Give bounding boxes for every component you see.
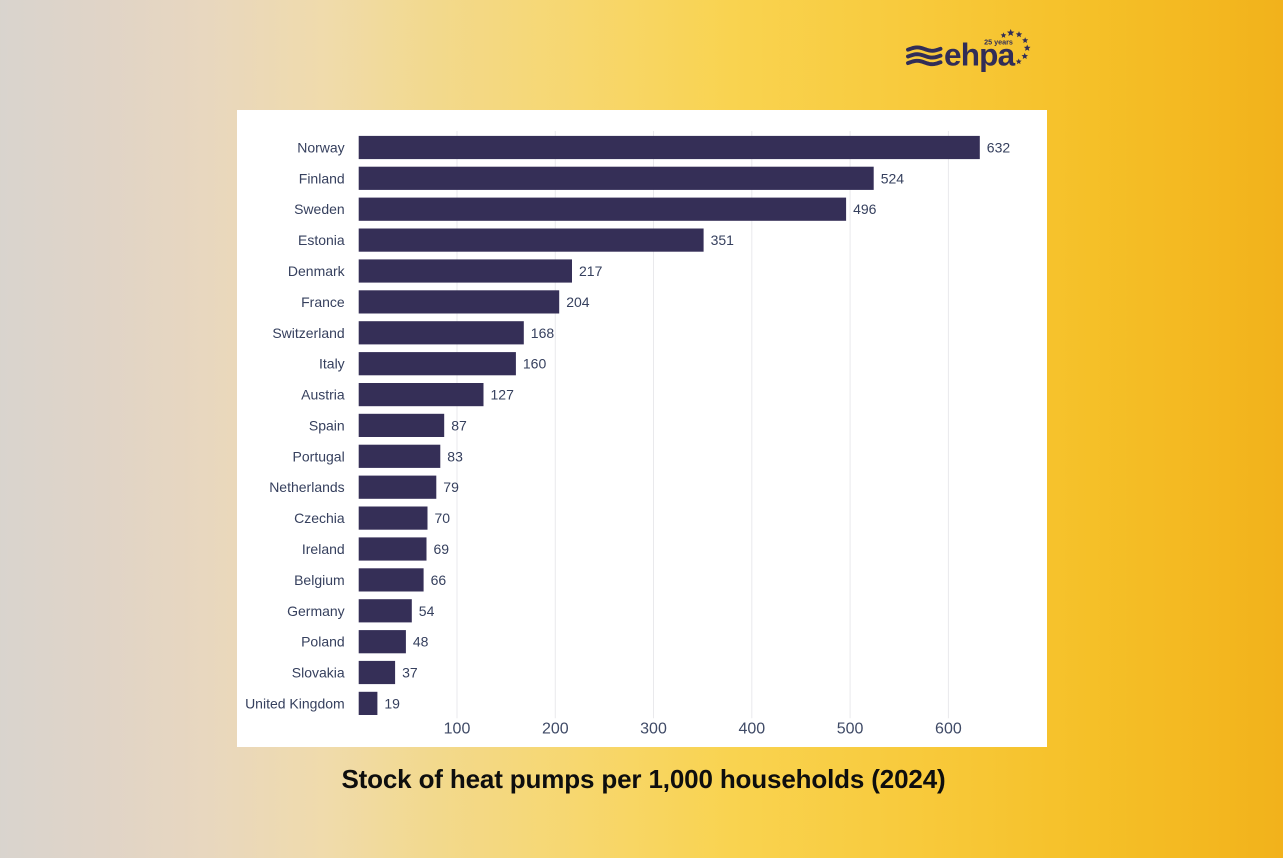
svg-text:48: 48	[413, 634, 429, 650]
svg-text:France: France	[301, 294, 345, 310]
svg-text:500: 500	[837, 721, 864, 738]
svg-text:Estonia: Estonia	[298, 232, 345, 248]
svg-text:Denmark: Denmark	[288, 263, 346, 279]
svg-text:25 years: 25 years	[984, 38, 1013, 47]
svg-text:127: 127	[491, 387, 515, 403]
svg-text:83: 83	[447, 448, 463, 464]
svg-text:Poland: Poland	[301, 634, 345, 650]
svg-text:496: 496	[853, 201, 877, 217]
svg-text:168: 168	[531, 325, 555, 341]
svg-text:Austria: Austria	[301, 387, 345, 403]
svg-text:79: 79	[443, 479, 459, 495]
svg-text:600: 600	[935, 721, 962, 738]
svg-text:204: 204	[566, 294, 590, 310]
svg-text:351: 351	[711, 232, 735, 248]
svg-text:Switzerland: Switzerland	[272, 325, 344, 341]
svg-text:524: 524	[881, 170, 905, 186]
svg-text:Finland: Finland	[299, 170, 345, 186]
svg-text:54: 54	[419, 603, 435, 619]
svg-text:87: 87	[451, 417, 467, 433]
svg-text:Italy: Italy	[319, 356, 345, 372]
svg-text:300: 300	[640, 721, 667, 738]
svg-text:Portugal: Portugal	[293, 448, 345, 464]
svg-text:Spain: Spain	[309, 417, 345, 433]
svg-text:632: 632	[987, 140, 1011, 156]
svg-text:Belgium: Belgium	[294, 572, 345, 588]
svg-text:Germany: Germany	[287, 603, 345, 619]
svg-text:66: 66	[431, 572, 447, 588]
svg-text:ehpa: ehpa	[944, 37, 1016, 73]
svg-text:100: 100	[444, 721, 471, 738]
svg-text:Norway: Norway	[297, 140, 344, 156]
svg-text:400: 400	[738, 721, 765, 738]
svg-text:69: 69	[434, 541, 450, 557]
svg-text:Sweden: Sweden	[294, 201, 345, 217]
svg-text:217: 217	[579, 263, 603, 279]
svg-text:160: 160	[523, 356, 547, 372]
svg-text:37: 37	[402, 665, 418, 681]
svg-text:70: 70	[435, 510, 451, 526]
svg-text:Ireland: Ireland	[302, 541, 345, 557]
svg-text:Netherlands: Netherlands	[269, 479, 345, 495]
svg-text:19: 19	[384, 695, 400, 711]
svg-text:United Kingdom: United Kingdom	[245, 695, 345, 711]
svg-text:200: 200	[542, 721, 569, 738]
svg-text:Czechia: Czechia	[294, 510, 345, 526]
svg-text:Slovakia: Slovakia	[292, 665, 345, 681]
